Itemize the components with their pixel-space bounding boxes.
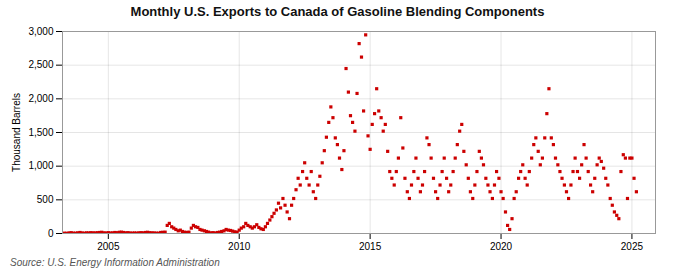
svg-text:3,000: 3,000: [28, 26, 53, 37]
svg-text:0: 0: [48, 228, 54, 239]
html-text:Monthly U.S. Exports to Canada: Monthly U.S. Exports to Canada of Gasoli…: [130, 4, 545, 19]
svg-text:2025: 2025: [621, 241, 644, 252]
svg-text:2,500: 2,500: [28, 59, 53, 70]
svg-text:500: 500: [37, 194, 54, 205]
svg-text:2005: 2005: [97, 241, 120, 252]
svg-text:2015: 2015: [359, 241, 382, 252]
svg-text:1,500: 1,500: [28, 127, 53, 138]
svg-text:1,000: 1,000: [28, 160, 53, 171]
html-text:Source: U.S. Energy Informatio: Source: U.S. Energy Information Administ…: [10, 257, 220, 268]
svg-text:2,000: 2,000: [28, 93, 53, 104]
svg-text:2020: 2020: [490, 241, 513, 252]
svg-text:Thousand Barrels: Thousand Barrels: [11, 93, 22, 172]
svg-text:2010: 2010: [228, 241, 251, 252]
